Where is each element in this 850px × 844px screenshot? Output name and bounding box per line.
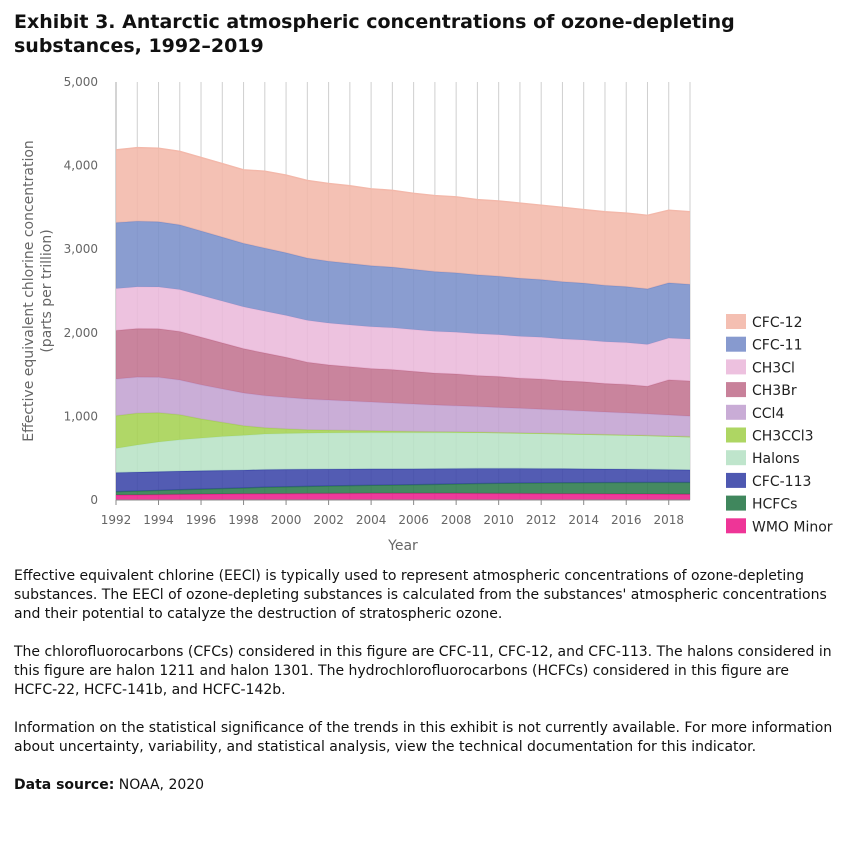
x-tick-label: 2002 bbox=[313, 513, 344, 527]
legend-label: HCFCs bbox=[752, 497, 797, 513]
y-tick-label: 4,000 bbox=[64, 159, 98, 173]
legend-item-ch3ccl3: CH3CCl3 bbox=[726, 427, 814, 445]
stacked-area-chart: 0 1,000 2,000 3,000 4,000 5,000 1992 1994 1996 19… bbox=[21, 75, 833, 554]
area-halons bbox=[116, 432, 690, 473]
area-edge-cfc-12 bbox=[115, 146, 691, 217]
legend-swatch bbox=[726, 314, 746, 329]
legend-swatch bbox=[726, 404, 746, 420]
y-tick-label: 1,000 bbox=[64, 409, 98, 423]
note-paragraph-substances: The chlorofluorocarbons (CFCs) considere… bbox=[14, 644, 832, 698]
x-tick-label: 1998 bbox=[228, 513, 259, 527]
legend-item-ccl4: CCl4 bbox=[726, 404, 784, 422]
legend-label: CH3Br bbox=[752, 383, 797, 399]
data-source-line: Data source: NOAA, 2020 bbox=[14, 776, 834, 795]
x-tick-label: 2004 bbox=[356, 513, 387, 527]
area-series-layer bbox=[115, 146, 691, 500]
x-tick-label: 2012 bbox=[526, 513, 557, 527]
x-tick-label: 2010 bbox=[483, 513, 514, 527]
legend-label: CFC-12 bbox=[752, 315, 802, 331]
legend-item-halons: Halons bbox=[726, 450, 800, 467]
legend-swatch bbox=[726, 382, 746, 398]
axes: 0 1,000 2,000 3,000 4,000 5,000 1992 1994 1996 19… bbox=[64, 75, 690, 527]
legend-label: Halons bbox=[752, 451, 800, 467]
legend-swatch bbox=[726, 336, 746, 352]
legend-swatch bbox=[726, 495, 746, 511]
legend-label: CH3CCl3 bbox=[752, 429, 814, 445]
legend-label: CH3Cl bbox=[752, 360, 795, 376]
area-ch3cl bbox=[116, 286, 690, 387]
area-ch3ccl3 bbox=[116, 412, 690, 449]
x-tick-label: 2014 bbox=[568, 513, 599, 527]
y-tick-label: 2,000 bbox=[64, 326, 98, 340]
y-tick-label: 3,000 bbox=[64, 242, 98, 256]
legend-swatch bbox=[726, 472, 746, 488]
legend-item-hcfcs: HCFCs bbox=[726, 495, 797, 513]
legend-swatch bbox=[726, 359, 746, 375]
x-tick-label: 2008 bbox=[441, 513, 472, 527]
area-cfc-113 bbox=[116, 468, 690, 492]
area-wmo-minor bbox=[116, 493, 690, 500]
legend: CFC-12 CFC-11 CH3Cl CH3Br CCl4 CH3CCl3 Halons C… bbox=[726, 314, 833, 535]
area-ccl4 bbox=[116, 377, 690, 437]
legend-label: WMO Minor bbox=[752, 519, 833, 535]
legend-item-cfc-12: CFC-12 bbox=[726, 314, 802, 331]
notes-section: Effective equivalent chlorine (EECl) is … bbox=[14, 567, 834, 814]
data-source-text: NOAA, 2020 bbox=[118, 777, 205, 793]
y-axis-subtitle: (parts per trillion) bbox=[39, 229, 55, 352]
legend-label: CFC-113 bbox=[752, 474, 811, 490]
x-tick-label: 2016 bbox=[611, 513, 642, 527]
y-tick-label: 5,000 bbox=[64, 75, 98, 89]
area-hcfcs bbox=[116, 482, 690, 495]
legend-item-ch3br: CH3Br bbox=[726, 382, 797, 399]
note-paragraph-statistics: Information on the statistical significa… bbox=[14, 720, 833, 755]
legend-item-wmo-minor: WMO Minor bbox=[726, 518, 833, 535]
x-tick-label: 1996 bbox=[186, 513, 217, 527]
legend-item-ch3cl: CH3Cl bbox=[726, 359, 795, 376]
x-tick-label: 1994 bbox=[143, 513, 174, 527]
x-axis-title: Year bbox=[387, 538, 418, 554]
legend-label: CCl4 bbox=[752, 406, 784, 422]
legend-item-cfc-11: CFC-11 bbox=[726, 336, 802, 354]
legend-swatch bbox=[726, 450, 746, 466]
legend-swatch bbox=[726, 518, 746, 534]
note-paragraph-eecl: Effective equivalent chlorine (EECl) is … bbox=[14, 568, 827, 622]
y-tick-label: 0 bbox=[90, 493, 98, 507]
exhibit-title: Exhibit 3. Antarctic atmospheric concent… bbox=[14, 11, 735, 57]
legend-item-cfc-113: CFC-113 bbox=[726, 472, 811, 490]
x-tick-label: 2000 bbox=[271, 513, 302, 527]
y-axis-title: Effective equivalent chlorine concentrat… bbox=[21, 140, 37, 442]
legend-label: CFC-11 bbox=[752, 338, 802, 354]
x-tick-label: 2018 bbox=[653, 513, 684, 527]
area-cfc-12 bbox=[116, 147, 690, 289]
area-ch3br bbox=[116, 328, 690, 417]
legend-swatch bbox=[726, 427, 746, 443]
x-tick-label: 1992 bbox=[101, 513, 132, 527]
data-source-label: Data source: bbox=[14, 777, 115, 793]
x-tick-label: 2006 bbox=[398, 513, 429, 527]
area-cfc-11 bbox=[116, 221, 690, 345]
